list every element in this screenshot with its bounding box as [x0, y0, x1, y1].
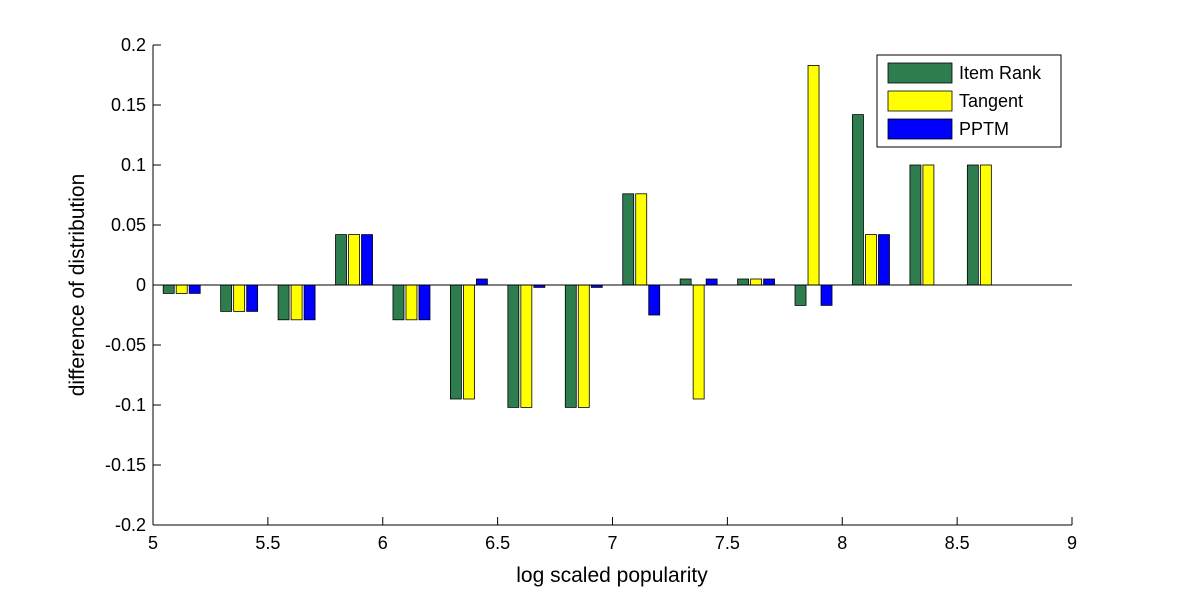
legend-swatch [887, 62, 953, 84]
bar-tangent [807, 65, 820, 286]
bar-tangent [750, 278, 762, 286]
bar-pptm [705, 278, 718, 286]
bar-pptm [648, 284, 661, 316]
legend-label: PPTM [959, 119, 1009, 139]
y-tick-label: 0.1 [121, 155, 146, 175]
bar-pptm [361, 234, 373, 286]
bar-tangent [520, 284, 533, 408]
bar-item-rank [794, 284, 807, 306]
x-tick-label: 9 [1067, 533, 1077, 553]
bar-tangent [405, 284, 418, 321]
bar-pptm [303, 284, 316, 321]
bar-tangent [233, 284, 246, 312]
bar-item-rank [507, 284, 520, 408]
bar-item-rank [277, 284, 290, 321]
axes-layer: 5 5.5 6 6.5 7 7.5 8 8.5 9 -0.2 -0.15 -0.1 -0.05 0 0.05… [105, 35, 1077, 553]
legend-label: Tangent [959, 91, 1023, 111]
bar-item-rank [909, 164, 922, 286]
y-tick-label: 0.15 [111, 95, 146, 115]
x-tick-label: 6 [378, 533, 388, 553]
bar-item-rank [335, 234, 347, 286]
bar-tangent [692, 284, 705, 400]
bar-item-rank [852, 114, 864, 286]
y-tick-label: -0.2 [115, 515, 146, 535]
bar-pptm [246, 284, 259, 312]
x-tick-label: 6.5 [485, 533, 510, 553]
y-tick-label: -0.1 [115, 395, 146, 415]
bar-tangent [979, 164, 992, 286]
x-tick-label: 5.5 [255, 533, 280, 553]
bar-tangent [463, 284, 475, 400]
bar-pptm [418, 284, 431, 321]
bar-pptm [188, 284, 201, 294]
y-tick-label: 0.05 [111, 215, 146, 235]
bar-item-rank [679, 278, 692, 286]
y-tick-label: -0.05 [105, 335, 146, 355]
bar-item-rank [564, 284, 577, 408]
bar-tangent [290, 284, 303, 321]
bar-item-rank [162, 284, 175, 294]
bar-pptm [476, 278, 488, 286]
bar-pptm [878, 234, 890, 286]
bar-tangent [865, 234, 877, 286]
bar-tangent [635, 193, 648, 286]
bar-item-rank [622, 193, 635, 286]
legend-label: Item Rank [959, 63, 1042, 83]
x-tick-label: 7.5 [715, 533, 740, 553]
y-tick-label: 0.2 [121, 35, 146, 55]
legend-swatch [887, 90, 953, 112]
bar-item-rank [392, 284, 405, 321]
bar-pptm [820, 284, 833, 306]
bar-tangent [922, 164, 935, 286]
x-tick-label: 7 [607, 533, 617, 553]
x-tick-label: 8 [837, 533, 847, 553]
y-tick-label: 0 [136, 275, 146, 295]
legend: Item Rank Tangent PPTM [876, 54, 1062, 148]
bar-item-rank [737, 278, 749, 286]
x-axis-title: log scaled popularity [516, 564, 708, 587]
x-tick-label: 5 [148, 533, 158, 553]
bar-tangent [577, 284, 590, 408]
bar-tangent [175, 284, 188, 294]
bar-tangent [348, 234, 360, 286]
y-tick-label: -0.15 [105, 455, 146, 475]
legend-swatch [887, 118, 953, 140]
bar-item-rank [220, 284, 233, 312]
bar-pptm [763, 278, 775, 286]
bar-item-rank [450, 284, 462, 400]
x-tick-label: 8.5 [945, 533, 970, 553]
y-axis-title: difference of distribution [66, 174, 89, 397]
bar-item-rank [966, 164, 979, 286]
